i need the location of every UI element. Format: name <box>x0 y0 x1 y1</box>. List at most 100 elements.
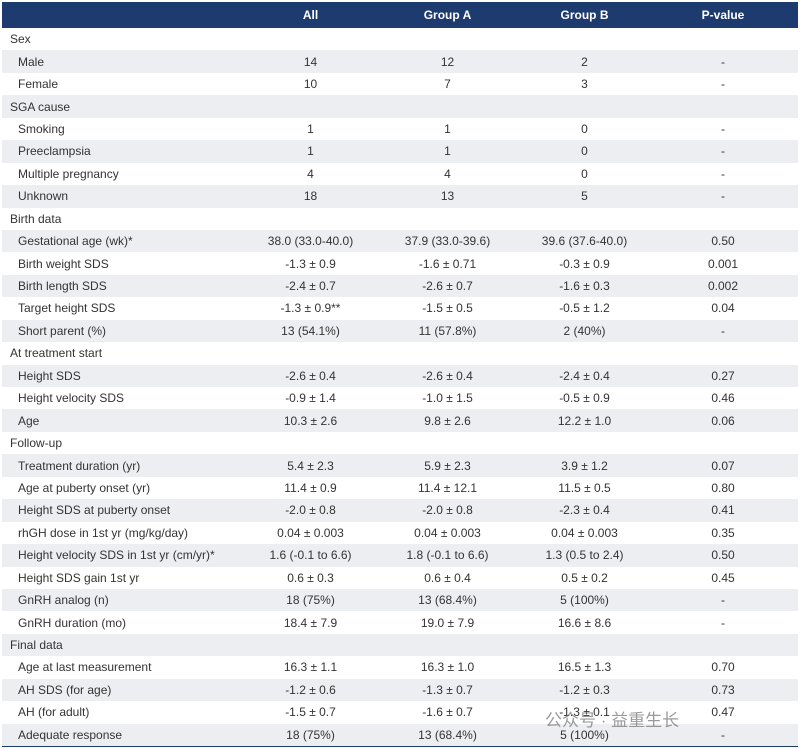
table-row: Birth weight SDS -1.3 ± 0.9 -1.6 ± 0.71 -0.… <box>2 252 798 274</box>
cell: 3 <box>581 77 588 92</box>
cell: 0.002 <box>707 279 739 294</box>
table-row: Height SDS at puberty onset -2.0 ± 0.8 -2.… <box>2 499 798 522</box>
cell: 1 <box>444 144 451 159</box>
section-row: Birth data <box>2 208 798 230</box>
row-label: Height SDS <box>18 368 81 383</box>
cell: 0.06 <box>711 413 735 428</box>
cell: - <box>721 166 725 181</box>
cell: 39.6 (37.6-40.0) <box>541 234 628 249</box>
cell: 10 <box>303 77 318 92</box>
cell: 0.07 <box>711 458 735 473</box>
row-label: Height velocity SDS in 1st yr (cm/yr)* <box>18 548 215 563</box>
row-label: Adequate response <box>18 727 123 742</box>
cell: 38.0 (33.0-40.0) <box>267 234 354 249</box>
cell: -2.6 ± 0.4 <box>285 368 336 383</box>
row-label: Target height SDS <box>18 301 116 316</box>
watermark: 公众号 · 益重生长 <box>545 711 680 730</box>
table-row: Male 14 12 2 - <box>2 50 798 73</box>
cell: - <box>721 323 725 338</box>
cell: 16.5 ± 1.3 <box>557 660 612 675</box>
row-label: Female <box>18 77 59 92</box>
cell: 37.9 (33.0-39.6) <box>404 234 491 249</box>
cell: -1.3 ± 0.7 <box>422 682 473 697</box>
table-row: Treatment duration (yr) 5.4 ± 2.3 5.9 ± 2.… <box>2 454 798 477</box>
cell: -0.9 ± 1.4 <box>285 391 336 406</box>
cell: -1.2 ± 0.3 <box>559 682 610 697</box>
cell: 2 (40%) <box>563 323 606 338</box>
cell: 0 <box>581 144 588 159</box>
cell: 9.8 ± 2.6 <box>424 413 471 428</box>
row-label: Smoking <box>18 121 65 136</box>
table-row: GnRH duration (mo) 18.4 ± 7.9 19.0 ± 7.9 16… <box>2 611 798 633</box>
cell: -0.3 ± 0.9 <box>559 256 610 271</box>
table-row: Age 10.3 ± 2.6 9.8 ± 2.6 12.2 ± 1.0 0.06 <box>2 409 798 432</box>
section-label: Birth data <box>10 211 62 226</box>
cell: - <box>721 144 725 159</box>
row-label: Unknown <box>18 189 69 204</box>
row-label: Age at last measurement <box>18 660 152 675</box>
cell: 19.0 ± 7.9 <box>420 615 475 630</box>
cell: 13 (68.4%) <box>418 593 477 608</box>
cell: 13 (68.4%) <box>418 727 477 742</box>
cell: - <box>721 54 725 69</box>
table-row: Birth length SDS -2.4 ± 0.7 -2.6 ± 0.7 -1.6… <box>2 274 798 298</box>
cell: -1.3 ± 0.9 <box>285 256 336 271</box>
header-cell: All <box>302 8 319 22</box>
table-row: Age at last measurement 16.3 ± 1.1 16.3 ± … <box>2 656 798 678</box>
row-label: Male <box>18 54 45 69</box>
cell: 0 <box>581 121 588 136</box>
header-cell: P-value <box>701 8 745 22</box>
cell: - <box>721 727 725 742</box>
cell: 0.50 <box>711 548 735 563</box>
row-label: Short parent (%) <box>18 323 107 338</box>
cell: -1.5 ± 0.7 <box>285 705 336 720</box>
cell: 1.6 (-0.1 to 6.6) <box>269 548 352 563</box>
cell: 1 <box>444 121 451 136</box>
row-label: rhGH dose in 1st yr (mg/kg/day) <box>18 525 189 540</box>
cell: 1 <box>307 144 314 159</box>
table-row: Height velocity SDS in 1st yr (cm/yr)* 1.… <box>2 544 798 567</box>
row-label: AH SDS (for age) <box>18 682 112 697</box>
cell: 0 <box>581 166 588 181</box>
cell: -1.3 ± 0.9** <box>280 301 341 316</box>
row-label: AH (for adult) <box>18 705 90 720</box>
cell: -1.3 ± 0.1 <box>559 705 610 720</box>
header-row: All Group A Group B P-value <box>2 2 798 28</box>
cell: - <box>721 593 725 608</box>
cell: 0.04 <box>711 301 735 316</box>
cell: 0.70 <box>711 660 735 675</box>
cell: 10.3 ± 2.6 <box>283 413 338 428</box>
section-label: Follow-up <box>10 436 63 451</box>
cell: -2.0 ± 0.8 <box>285 503 336 518</box>
cell: -1.5 ± 0.5 <box>422 301 473 316</box>
cell: 0.001 <box>707 256 739 271</box>
row-label: Height SDS at puberty onset <box>18 503 171 518</box>
cell: -1.0 ± 1.5 <box>422 391 473 406</box>
table-row: Height SDS gain 1st yr 0.6 ± 0.3 0.6 ± 0.4… <box>2 567 798 589</box>
table-row: Age at puberty onset (yr) 11.4 ± 0.9 11.4 … <box>2 477 798 499</box>
cell: -2.6 ± 0.4 <box>422 368 473 383</box>
cell: 7 <box>444 77 451 92</box>
row-label: Preeclampsia <box>18 144 91 159</box>
cell: 11.5 ± 0.5 <box>558 480 611 495</box>
cell: 18 <box>303 189 318 204</box>
cell: 12 <box>440 54 455 69</box>
cell: 4 <box>307 166 314 181</box>
section-label: At treatment start <box>10 346 103 361</box>
cell: -2.3 ± 0.4 <box>559 503 610 518</box>
cell: 0.50 <box>711 234 735 249</box>
cell: 5 (100%) <box>560 593 609 608</box>
cell: 16.6 ± 8.6 <box>557 615 612 630</box>
section-label: Sex <box>10 32 31 47</box>
cell: 18 (75%) <box>286 727 335 742</box>
cell: 0.5 ± 0.2 <box>561 570 608 585</box>
section-row: Final data <box>2 633 798 657</box>
section-label: SGA cause <box>10 99 71 114</box>
table-row: Adequate response 18 (75%) 13 (68.4%) 5 (10… <box>2 723 798 746</box>
cell: 4 <box>444 166 451 181</box>
table-row: AH SDS (for age) -1.2 ± 0.6 -1.3 ± 0.7 -1.2… <box>2 678 798 702</box>
cell: 16.3 ± 1.1 <box>283 660 338 675</box>
row-label: GnRH analog (n) <box>18 593 109 608</box>
cell: 1.8 (-0.1 to 6.6) <box>406 548 489 563</box>
